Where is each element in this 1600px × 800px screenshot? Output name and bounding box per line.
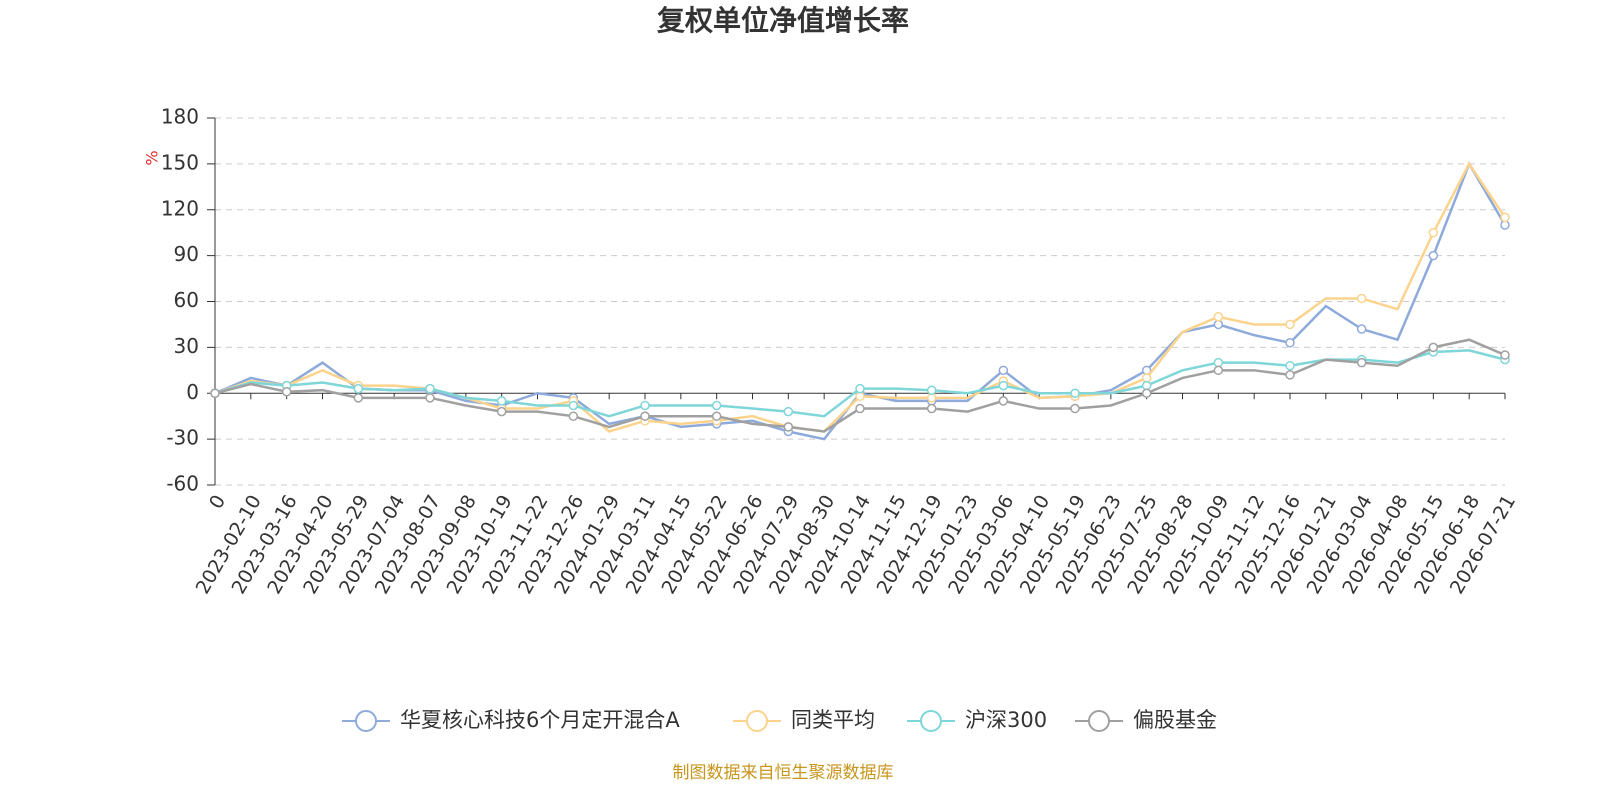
source-note: 制图数据来自恒生聚源数据库 (673, 763, 894, 783)
point-marker (926, 403, 937, 414)
point-marker (568, 411, 579, 421)
point-marker (998, 380, 1009, 391)
point-marker (998, 396, 1009, 406)
legend-label: 华夏核心科技6个月定开混合A (400, 708, 680, 732)
point-marker (1141, 373, 1152, 383)
point-marker (1356, 357, 1367, 368)
y-tick-label: 90 (174, 242, 199, 266)
point-marker (1213, 319, 1224, 330)
point-marker (281, 386, 292, 397)
point-marker (998, 365, 1009, 376)
point-marker (855, 391, 865, 402)
point-marker (1428, 342, 1439, 353)
point-marker (1500, 220, 1510, 230)
legend-marker (920, 710, 942, 732)
x-tick-label: 0 (205, 491, 230, 512)
point-marker (353, 393, 364, 403)
legend-label: 同类平均 (791, 708, 875, 732)
point-marker (496, 396, 507, 406)
point-marker (855, 383, 865, 394)
point-marker (855, 403, 865, 414)
y-tick-label: 30 (174, 334, 199, 358)
point-marker (1141, 388, 1152, 398)
point-marker (926, 393, 937, 403)
y-axis-label: % (143, 150, 162, 165)
y-tick-label: -60 (166, 472, 199, 496)
y-tick-label: -30 (166, 426, 199, 450)
legend-label: 偏股基金 (1133, 708, 1217, 732)
point-marker (353, 383, 364, 394)
point-marker (711, 411, 722, 421)
point-marker (1285, 360, 1295, 371)
point-marker (640, 411, 650, 421)
point-marker (425, 393, 435, 403)
point-marker (1070, 388, 1080, 398)
point-marker (1285, 370, 1295, 380)
legend-label: 沪深300 (965, 708, 1047, 732)
legend-marker (1088, 710, 1110, 732)
point-marker (783, 406, 794, 417)
legend-item: 偏股基金 (1075, 708, 1217, 732)
legend-item: 同类平均 (733, 708, 875, 732)
y-tick-label: 120 (161, 196, 199, 220)
legend-marker (746, 710, 768, 732)
point-marker (1285, 338, 1295, 348)
legend-marker (355, 710, 377, 732)
point-marker (1356, 293, 1367, 304)
point-marker (1500, 212, 1510, 223)
chart-title: 复权单位净值增长率 (657, 4, 909, 37)
point-marker (1141, 380, 1152, 391)
point-marker (1070, 403, 1080, 414)
point-marker (496, 406, 507, 417)
legend-item: 沪深300 (907, 708, 1047, 732)
point-marker (1213, 365, 1224, 376)
point-marker (1428, 227, 1439, 238)
point-marker (1500, 350, 1510, 360)
legend-item: 华夏核心科技6个月定开混合A (342, 708, 680, 732)
point-marker (210, 388, 220, 398)
point-marker (1285, 319, 1295, 330)
y-tick-label: 0 (186, 380, 199, 404)
y-tick-label: 60 (174, 288, 199, 312)
point-marker (783, 422, 794, 432)
point-marker (926, 385, 937, 395)
y-tick-label: 150 (161, 150, 199, 174)
point-marker (568, 400, 579, 411)
point-marker (711, 400, 722, 411)
point-marker (1213, 312, 1224, 322)
point-marker (640, 400, 650, 411)
point-marker (1428, 250, 1439, 261)
point-marker (1213, 357, 1224, 368)
point-marker (425, 383, 435, 394)
y-tick-label: 180 (161, 105, 199, 129)
point-marker (1356, 324, 1367, 334)
